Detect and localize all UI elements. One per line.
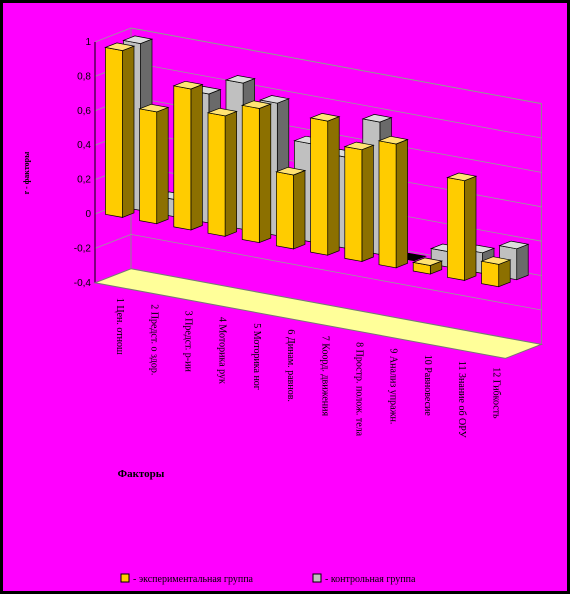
x-tick-label: 1 Цен. отнош — [114, 298, 125, 355]
gridline — [94, 27, 542, 104]
x-axis-label: Факторы — [118, 468, 165, 480]
bar-experimental-7 — [309, 113, 341, 256]
legend-swatch-control — [312, 573, 322, 583]
bar-experimental-2 — [138, 103, 170, 225]
bar-experimental-11 — [446, 172, 478, 281]
legend-label-experimental: - экспериментальная группа — [133, 574, 254, 585]
x-tick-label: 11 Знание об ОРУ — [456, 361, 467, 439]
x-tick-label: 5 Моторика ног — [251, 323, 262, 390]
y-tick-label: 0,8 — [77, 71, 91, 82]
bars — [104, 35, 530, 288]
y-tick-label: -0,4 — [74, 278, 92, 289]
y-tick-label: -0,2 — [74, 243, 92, 254]
x-tick-label: 3 Предст. p-ии — [183, 311, 194, 373]
y-tick-label: 1 — [85, 37, 91, 48]
y-tick-label: 0,4 — [77, 140, 91, 151]
gridline — [94, 233, 542, 311]
chart-svg: 1 0,8 0,6 0,4 0,2 0 -0,2 -0,4 1 Цен. отнош 2 Пре… — [22, 27, 544, 585]
x-tick-label: 9 Анализ упражн. — [388, 348, 399, 424]
x-axis-tick-labels: 1 Цен. отнош 2 Предст. о здор. 3 Предст. p… — [114, 298, 501, 439]
x-tick-label: 10 Равновесие — [422, 355, 433, 417]
bar-experimental-8 — [343, 141, 375, 263]
x-tick-label: 6 Динам. равнов. — [285, 329, 296, 402]
bar-experimental-6 — [275, 166, 307, 250]
legend: - экспериментальная группа - контрольная… — [120, 573, 416, 585]
bar-experimental-3 — [172, 80, 204, 231]
y-axis-ticks: 1 0,8 0,6 0,4 0,2 0 -0,2 -0,4 — [74, 37, 92, 289]
bar-experimental-1 — [104, 42, 136, 218]
x-tick-label: 12 Гибкость — [490, 367, 501, 419]
chart-floor — [93, 268, 544, 359]
bar-experimental-9 — [377, 135, 409, 269]
bar-experimental-5 — [240, 100, 273, 244]
bar-experimental-12 — [480, 256, 512, 288]
x-tick-label: 8 Простр. полож. тела — [354, 342, 365, 437]
bar-experimental-10 — [411, 257, 444, 275]
x-tick-label: 7 Коорд. движения — [319, 336, 330, 417]
bar-experimental-4 — [206, 107, 238, 237]
y-tick-label: 0 — [85, 209, 91, 220]
legend-label-control: - контрольная группа — [325, 574, 416, 585]
y-tick-label: 0,2 — [77, 175, 91, 186]
legend-swatch-experimental — [120, 573, 130, 583]
y-tick-label: 0,6 — [77, 106, 91, 117]
y-axis-label: r - факторы — [22, 151, 31, 194]
x-tick-label: 4 Моторика рук — [217, 317, 228, 384]
x-tick-label: 2 Предст. о здор. — [148, 304, 159, 375]
